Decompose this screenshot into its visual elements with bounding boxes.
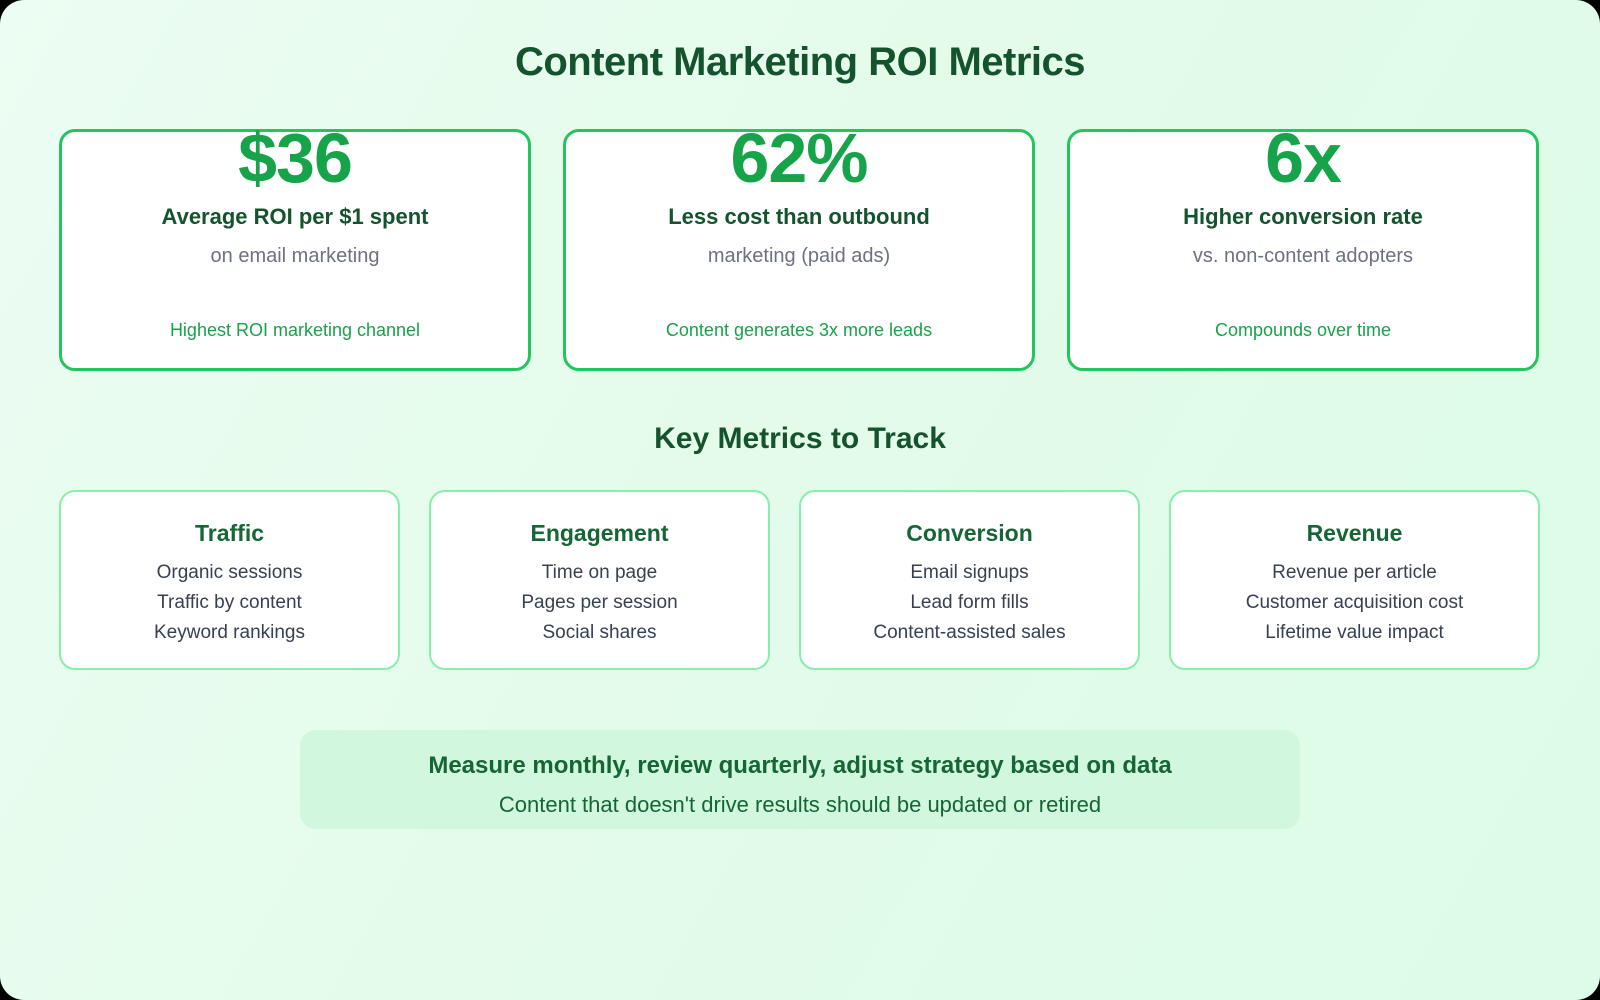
stat-card-conversion-rate: 6x Higher conversion rate vs. non-conten…	[1067, 119, 1539, 371]
metric-item: Lifetime value impact	[1265, 622, 1444, 643]
stat-label: Higher conversion rate	[1183, 204, 1423, 229]
metric-card-title: Revenue	[1306, 520, 1403, 546]
stat-subtitle: on email marketing	[210, 245, 380, 267]
stat-value: 62%	[730, 119, 868, 197]
stat-note: Highest ROI marketing channel	[169, 320, 421, 340]
metric-item: Customer acquisition cost	[1245, 592, 1464, 613]
metric-cards-row: Traffic Organic sessions Traffic by cont…	[59, 490, 1541, 670]
page-title: Content Marketing ROI Metrics	[514, 40, 1086, 84]
metric-card-engagement: Engagement Time on page Pages per sessio…	[429, 490, 770, 670]
metric-card-title: Traffic	[194, 520, 265, 546]
stat-value: 6x	[1265, 119, 1342, 197]
stat-cards-row: $36 Average ROI per $1 spent on email ma…	[59, 119, 1539, 371]
metric-item: Pages per session	[521, 592, 678, 613]
callout-sub-text: Content that doesn't drive results shoul…	[498, 792, 1102, 817]
metric-item: Lead form fills	[910, 592, 1029, 613]
callout-main-text: Measure monthly, review quarterly, adjus…	[428, 752, 1172, 779]
stat-card-cost-savings: 62% Less cost than outbound marketing (p…	[563, 119, 1035, 371]
stat-subtitle: vs. non-content adopters	[1192, 245, 1414, 267]
metric-item: Revenue per article	[1272, 562, 1437, 583]
metric-item: Keyword rankings	[153, 622, 306, 643]
stat-label: Less cost than outbound	[668, 204, 930, 229]
metric-item: Content-assisted sales	[873, 622, 1066, 643]
metric-card-traffic: Traffic Organic sessions Traffic by cont…	[59, 490, 400, 670]
metric-item: Traffic by content	[157, 592, 302, 613]
section-title-key-metrics: Key Metrics to Track	[654, 422, 946, 455]
stat-note: Content generates 3x more leads	[665, 320, 933, 340]
metric-card-revenue: Revenue Revenue per article Customer acq…	[1169, 490, 1540, 670]
metric-item: Email signups	[910, 562, 1029, 583]
metric-card-title: Conversion	[906, 520, 1033, 546]
stat-value: $36	[238, 119, 353, 197]
metric-item: Time on page	[541, 562, 658, 583]
metric-card-title: Engagement	[530, 520, 669, 546]
stat-card-email-roi: $36 Average ROI per $1 spent on email ma…	[59, 119, 531, 371]
stat-label: Average ROI per $1 spent	[161, 204, 429, 229]
metric-item: Social shares	[542, 622, 657, 643]
metric-item: Organic sessions	[156, 562, 303, 583]
callout-banner: Measure monthly, review quarterly, adjus…	[300, 730, 1300, 829]
stat-note: Compounds over time	[1214, 320, 1392, 340]
metric-card-conversion: Conversion Email signups Lead form fills…	[799, 490, 1140, 670]
stat-subtitle: marketing (paid ads)	[707, 245, 891, 267]
